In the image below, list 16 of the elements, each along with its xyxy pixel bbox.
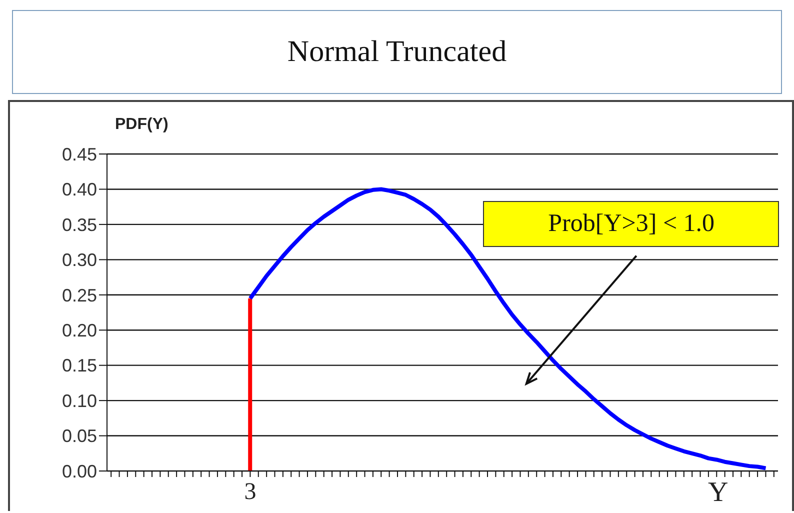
y-tick-label: 0.00 <box>62 461 97 482</box>
y-tick-label: 0.35 <box>62 214 97 235</box>
y-axis-title: PDF(Y) <box>115 116 168 134</box>
y-tick-label: 0.30 <box>62 250 97 270</box>
chart-title: Normal Truncated <box>12 10 782 94</box>
line-series <box>248 187 768 470</box>
x-axis-title: Y <box>708 477 728 509</box>
y-tick-label: 0.45 <box>62 144 97 164</box>
y-tick-label: 0.05 <box>62 426 97 446</box>
x-tick-label: 3 <box>244 479 256 505</box>
callout-box: Prob[Y>3] < 1.0 <box>483 200 780 247</box>
y-tick-label: 0.20 <box>62 320 97 340</box>
y-tick-label: 0.10 <box>62 390 97 411</box>
y-tick-label: 0.40 <box>62 180 97 200</box>
y-tick-label: 0.15 <box>62 356 97 376</box>
y-tick-label: 0.25 <box>62 285 97 306</box>
